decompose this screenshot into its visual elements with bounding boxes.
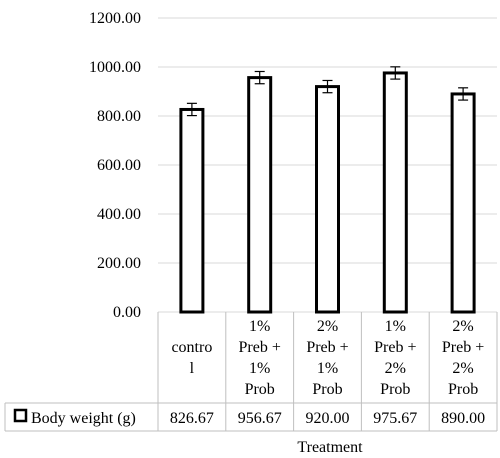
y-tick-label: 1200.00: [89, 10, 141, 27]
bars: [179, 71, 476, 314]
data-label: 920.00: [306, 410, 350, 427]
bar: [247, 76, 273, 314]
y-tick-label: 400.00: [97, 206, 141, 223]
data-label: 890.00: [441, 410, 485, 427]
x-tick-label: 1% Preb +1% Prob: [239, 318, 281, 398]
y-tick-label: 1000.00: [89, 59, 141, 76]
x-tick-label: 2% Preb +1% Prob: [306, 318, 348, 398]
x-axis-label: Treatment: [297, 439, 363, 456]
y-tick-label: 600.00: [97, 157, 141, 174]
bar: [450, 92, 476, 314]
legend-series-name: Body weight (g): [31, 410, 136, 427]
error-bar: [186, 102, 197, 117]
data-label: 956.67: [238, 410, 282, 427]
data-label: 826.67: [170, 410, 214, 427]
legend-key: [13, 408, 28, 423]
x-tick-label: contro l: [171, 339, 212, 377]
y-tick-label: 200.00: [97, 255, 141, 272]
bar: [315, 85, 340, 314]
data-label: 975.67: [373, 410, 417, 427]
error-bar: [390, 66, 401, 80]
x-tick-label: 2% Preb +2% Prob: [442, 318, 484, 398]
bar: [179, 107, 205, 314]
error-bars: [186, 66, 469, 117]
y-tick-label: 800.00: [97, 108, 141, 125]
bar: [382, 71, 408, 314]
y-tick-label: 0.00: [113, 304, 141, 321]
x-tick-label: 1% Preb +2% Prob: [374, 318, 416, 398]
y-axis-tick-labels: 0.00 200.00 400.00 600.00 800.00 1000.00 1200.…: [89, 10, 141, 321]
data-table: contro l 1% Preb +1% Prob 2% Preb +1% Prob 1% Pre…: [4, 312, 498, 432]
error-bar: [254, 70, 265, 85]
error-bar: [458, 87, 469, 101]
error-bar: [322, 79, 333, 94]
